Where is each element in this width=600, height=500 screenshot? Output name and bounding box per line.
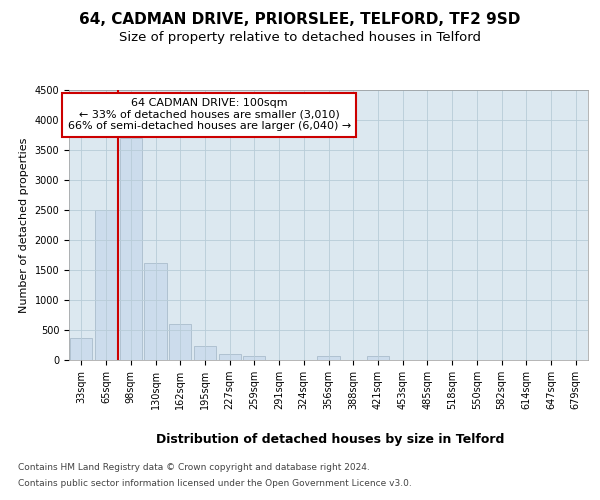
- Bar: [145, 262, 167, 360]
- Bar: [218, 354, 241, 360]
- Text: Contains public sector information licensed under the Open Government Licence v3: Contains public sector information licen…: [18, 479, 412, 488]
- Bar: [367, 356, 389, 360]
- Text: 64, CADMAN DRIVE, PRIORSLEE, TELFORD, TF2 9SD: 64, CADMAN DRIVE, PRIORSLEE, TELFORD, TF…: [79, 12, 521, 28]
- Text: Size of property relative to detached houses in Telford: Size of property relative to detached ho…: [119, 31, 481, 44]
- Text: Contains HM Land Registry data © Crown copyright and database right 2024.: Contains HM Land Registry data © Crown c…: [18, 462, 370, 471]
- Bar: [243, 356, 265, 360]
- Bar: [95, 210, 117, 360]
- Text: Distribution of detached houses by size in Telford: Distribution of detached houses by size …: [156, 432, 504, 446]
- Text: 64 CADMAN DRIVE: 100sqm
← 33% of detached houses are smaller (3,010)
66% of semi: 64 CADMAN DRIVE: 100sqm ← 33% of detache…: [68, 98, 351, 132]
- Y-axis label: Number of detached properties: Number of detached properties: [19, 138, 29, 312]
- Bar: [317, 356, 340, 360]
- Bar: [194, 346, 216, 360]
- Bar: [119, 138, 142, 360]
- Bar: [70, 338, 92, 360]
- Bar: [169, 324, 191, 360]
